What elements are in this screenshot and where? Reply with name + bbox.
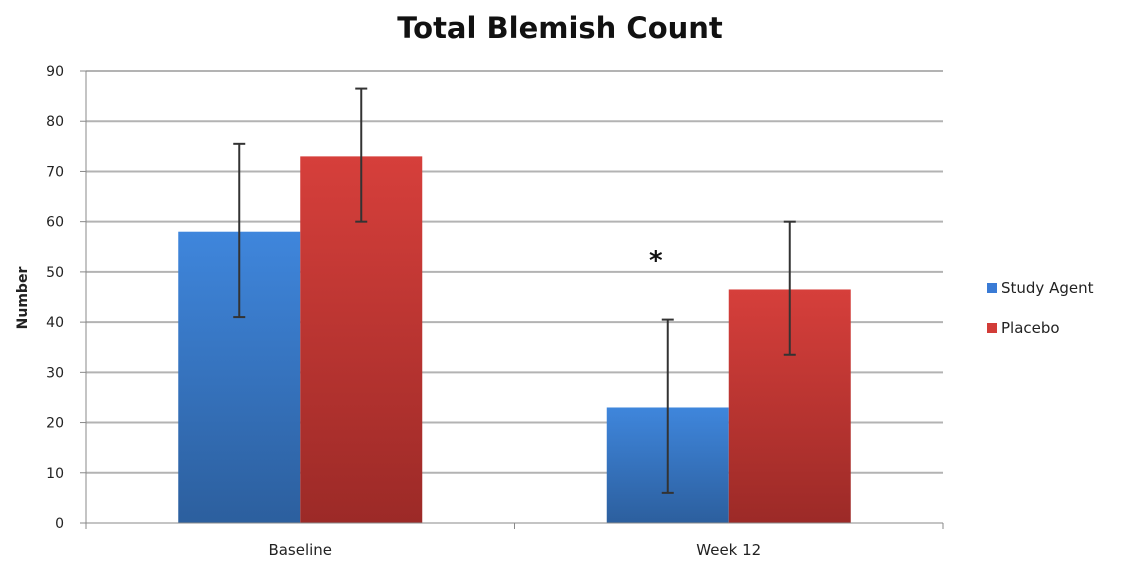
y-axis-label: Number [15,267,31,330]
x-axis [85,522,944,529]
y-tick-label: 80 [46,114,64,130]
y-tick-label: 30 [46,365,64,381]
y-tick-label: 60 [46,215,64,231]
chart-title: Total Blemish Count [397,11,723,45]
y-axis-ticks: 0 10 20 30 40 50 60 70 80 90 [46,64,87,532]
x-category-label: Week 12 [696,541,761,559]
y-tick-label: 90 [46,64,64,80]
annotations: * [649,246,663,276]
x-category-label: Baseline [268,541,332,559]
x-axis-categories: Baseline Week 12 [268,541,761,559]
significance-asterisk: * [649,246,663,276]
legend-swatch [987,283,997,293]
y-tick-label: 10 [46,466,64,482]
y-tick-label: 40 [46,315,64,331]
error-bars [233,87,796,494]
legend-label: Placebo [1001,319,1060,337]
y-tick-label: 70 [46,164,64,180]
y-tick-label: 20 [46,416,64,432]
bars [178,156,851,523]
y-tick-label: 50 [46,265,64,281]
legend-swatch [987,323,997,333]
legend: Study Agent Placebo [987,279,1094,337]
y-tick-label: 0 [55,516,64,532]
legend-label: Study Agent [1001,279,1094,297]
